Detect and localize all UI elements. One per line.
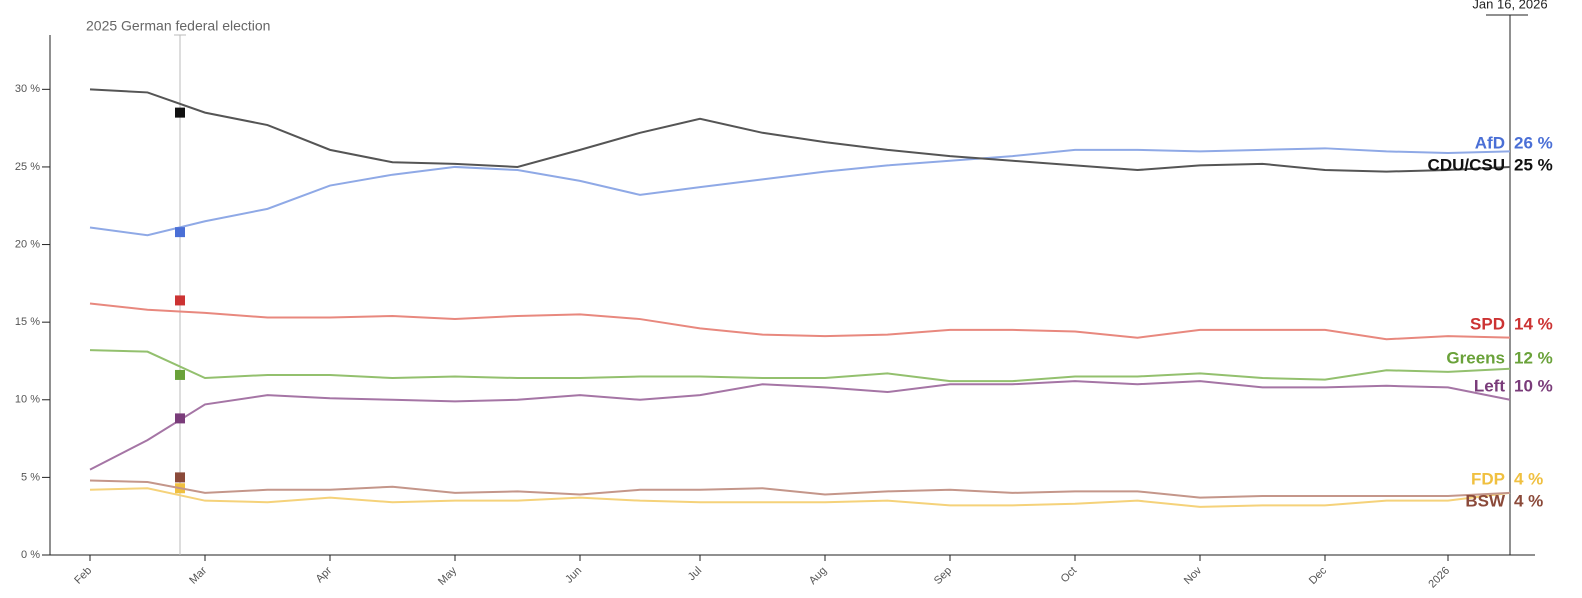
y-tick-label: 25 %: [15, 161, 40, 173]
y-tick-label: 5 %: [21, 471, 40, 483]
x-tick-label: Apr: [314, 564, 335, 585]
value-label: 26 %: [1514, 133, 1553, 152]
election-result: [175, 413, 185, 424]
election-result: [175, 369, 185, 380]
x-tick-label: Dec: [1307, 564, 1330, 587]
y-tick-label: 0 %: [21, 549, 40, 561]
y-tick-label: 10 %: [15, 394, 40, 406]
series-line: [89, 380, 1511, 471]
election-result: [175, 107, 185, 118]
y-tick-label: 30 %: [15, 83, 40, 95]
series-name: BSW: [1465, 491, 1506, 510]
value-label: 4 %: [1514, 469, 1543, 488]
series-line: [89, 88, 1511, 173]
series-line: [89, 479, 1511, 499]
value-label: 12 %: [1514, 348, 1553, 367]
x-tick-label: Feb: [72, 565, 94, 587]
election-label: 2025 German federal election: [86, 18, 270, 34]
election-result: [175, 227, 185, 238]
value-label: 10 %: [1514, 376, 1553, 395]
y-tick-label: 20 %: [15, 238, 40, 250]
x-tick-label: Aug: [807, 565, 829, 587]
x-tick-label: Sep: [932, 565, 954, 587]
x-tick-label: Jul: [686, 565, 704, 583]
series-line: [89, 349, 1511, 383]
value-label: 4 %: [1514, 491, 1543, 510]
series-name: FDP: [1471, 469, 1505, 488]
series-name: Left: [1474, 376, 1506, 395]
series-line: [89, 302, 1511, 341]
series-line: [89, 147, 1511, 237]
election-result: [175, 295, 185, 306]
y-tick-label: 15 %: [15, 316, 40, 328]
series-name: CDU/CSU: [1428, 155, 1505, 174]
value-label: 25 %: [1514, 155, 1553, 174]
series-name: AfD: [1475, 133, 1505, 152]
x-tick-label: May: [436, 564, 460, 588]
series-name: SPD: [1470, 314, 1505, 333]
x-tick-label: Jun: [563, 565, 584, 586]
election-result: [175, 472, 185, 483]
current-date-label: Jan 16, 2026: [1472, 0, 1547, 11]
x-tick-label: 2026: [1426, 565, 1452, 591]
series-line: [89, 487, 1511, 508]
x-tick-label: Mar: [187, 564, 209, 586]
value-label: 14 %: [1514, 314, 1553, 333]
series-name: Greens: [1446, 348, 1505, 367]
x-tick-label: Nov: [1182, 564, 1205, 587]
x-tick-label: Oct: [1059, 565, 1080, 586]
